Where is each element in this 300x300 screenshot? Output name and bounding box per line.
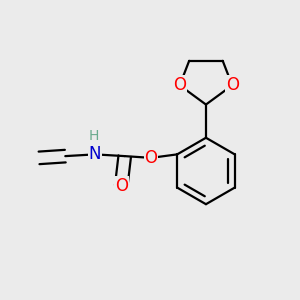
- Text: H: H: [89, 129, 100, 143]
- Text: O: O: [115, 177, 128, 195]
- Text: O: O: [173, 76, 186, 94]
- Text: O: O: [145, 149, 158, 167]
- Text: O: O: [226, 76, 239, 94]
- Text: N: N: [89, 146, 101, 164]
